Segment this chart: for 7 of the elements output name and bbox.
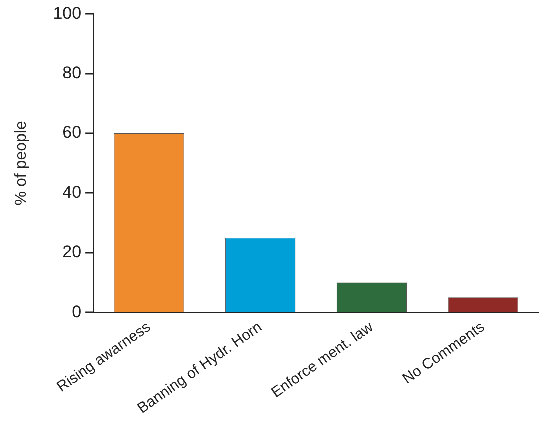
y-axis-title: % of people [13,121,30,206]
y-tick-label: 0 [72,302,82,322]
y-tick-label: 80 [62,64,82,83]
y-tick-label: 100 [53,4,82,23]
y-tick-label: 60 [62,123,82,142]
y-tick-label: 40 [62,182,82,202]
y-tick-label: 20 [62,242,82,262]
